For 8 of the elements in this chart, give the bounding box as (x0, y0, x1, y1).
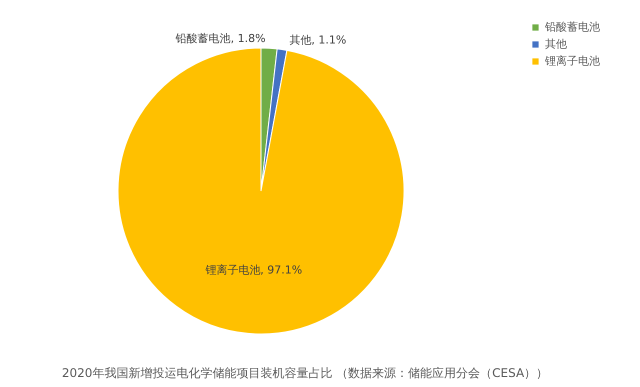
text: 2020年我国新增投运电化学储能项目装机容量占比 （数据来源：储能应用分会（CESA）） (62, 366, 548, 380)
legend-label: 其他 (545, 38, 567, 50)
legend-label: 铅酸蓄电池 (544, 20, 600, 34)
data-label: 铅酸蓄电池, 1.8% (174, 32, 266, 46)
legend-label: 锂离子电池 (544, 54, 600, 68)
pie-slice (118, 48, 404, 334)
data-label: 其他, 1.1% (289, 34, 346, 47)
data-label: 锂离子电池, 97.1% (204, 264, 302, 277)
